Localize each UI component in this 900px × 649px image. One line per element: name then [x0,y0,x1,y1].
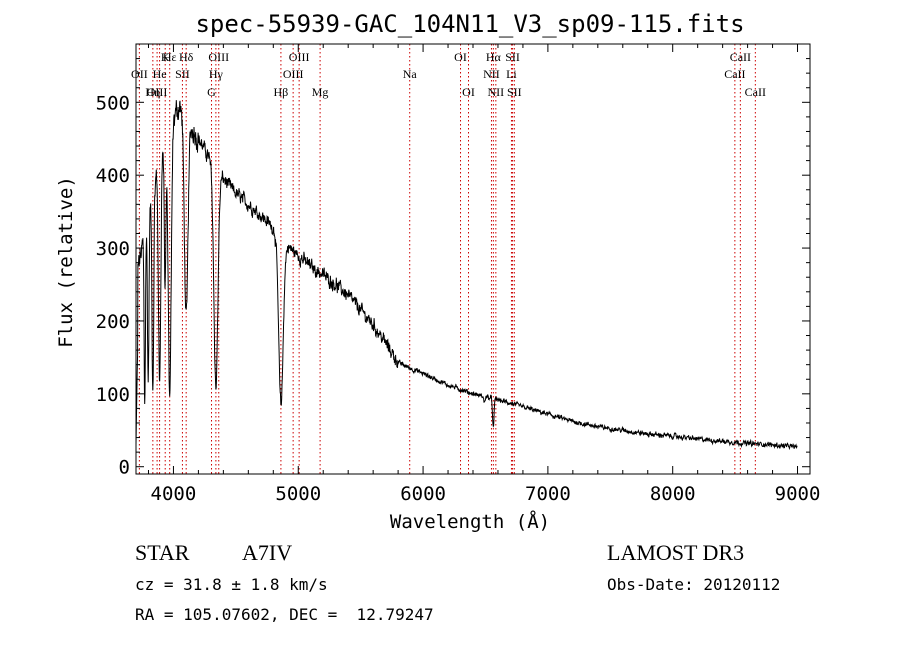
x-tick-label: 6000 [400,483,446,505]
line-marker-label: Hα [486,50,502,64]
line-marker-label: He [153,67,167,81]
x-axis: 4000 5000 6000 7000 8000 9000 [147,44,821,505]
plot-frame [135,43,811,475]
y-tick-label: 300 [96,238,130,260]
x-tick-label: 8000 [650,483,696,505]
line-marker-label: NII [483,67,500,81]
y-axis-label: Flux (relative) [55,176,77,348]
redshift-velocity: cz = 31.8 ± 1.8 km/s [135,575,328,594]
object-subclass: A7IV [242,540,293,565]
y-tick-label: 0 [119,457,130,479]
line-marker-label: CaII [724,67,745,81]
line-marker-label: Hγ [209,67,224,81]
observation-date: Obs-Date: 20120112 [607,575,781,594]
line-marker-label: Hδ [179,50,194,64]
line-marker-label: OI [454,50,467,64]
line-markers [138,44,756,474]
y-tick-label: 200 [96,311,130,333]
line-marker-label: CaII [730,50,751,64]
line-marker-label: Hη [145,85,160,99]
coordinates: RA = 105.07602, DEC = 12.79247 [135,605,434,624]
line-marker-label: OII [131,67,148,81]
object-class: STAR [135,540,190,565]
line-marker-label: Li [506,67,517,81]
line-marker-label: OIII [208,50,229,64]
line-marker-label: G [207,85,216,99]
spectrum-line [135,100,798,451]
line-marker-label: OIII [289,50,310,64]
line-marker-label: K [161,50,170,64]
line-marker-label: OIII [283,67,304,81]
y-tick-label: 100 [96,384,130,406]
x-tick-label: 4000 [151,483,197,505]
y-axis: 0 100 200 300 400 500 [96,58,810,479]
line-marker-label: CaII [745,85,766,99]
x-axis-label: Wavelength (Å) [390,510,550,533]
y-tick-label: 400 [96,165,130,187]
line-marker-label: SII [505,50,520,64]
x-tick-label: 9000 [775,483,821,505]
x-tick-label: 5000 [275,483,321,505]
y-tick-label: 500 [96,92,130,114]
line-marker-label: SII [175,67,190,81]
x-tick-label: 7000 [525,483,571,505]
line-marker-label: Hβ [274,85,289,99]
line-marker-label: Na [403,67,418,81]
line-marker-label: Hε [163,50,177,64]
line-marker-label: NII [488,85,505,99]
line-marker-label: Mg [312,85,329,99]
line-marker-label: OIII [147,85,168,99]
chart-title: spec-55939-GAC_104N11_V3_sp09-115.fits [195,10,744,38]
line-marker-label: OI [462,85,475,99]
line-marker-label: SII [507,85,522,99]
survey-name: LAMOST DR3 [607,540,745,565]
